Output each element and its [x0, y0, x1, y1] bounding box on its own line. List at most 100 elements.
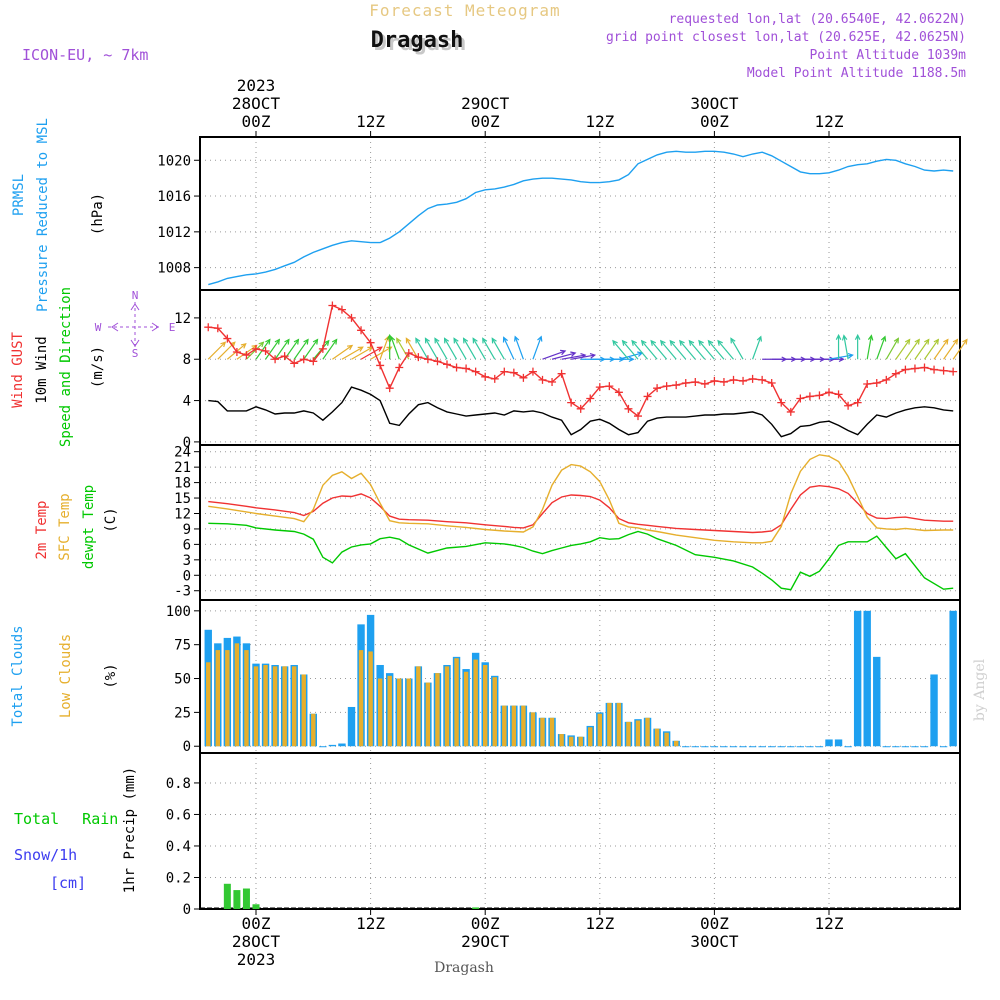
low-cloud-bar [492, 677, 497, 747]
bottom-time-label: 2023 [237, 950, 276, 969]
low-cloud-bar [521, 705, 526, 747]
precip-rain-label: Total Rain [14, 810, 118, 828]
low-cloud-bar [444, 666, 450, 747]
low-cloud-bar [215, 650, 220, 747]
wind-arrow-shaft [482, 338, 496, 360]
wind-gust-marker [758, 375, 767, 384]
panel-frame [199, 752, 961, 910]
wind-arrow-shaft [293, 339, 309, 360]
wind-gust-marker [825, 388, 833, 397]
header-location-title: Dragash [371, 28, 464, 53]
wind-arrow [943, 338, 959, 360]
wind-gust-marker [901, 365, 910, 374]
wind-speed-line [208, 386, 954, 438]
wind-arrow-head [258, 341, 265, 348]
temp-2m-label: 2m Temp [34, 500, 50, 559]
wind-arrow-head [880, 335, 887, 342]
wind-gust-marker [748, 374, 757, 383]
low-cloud-bar [416, 666, 421, 747]
low-cloud-bar [425, 682, 431, 747]
wind-gust-marker [261, 346, 270, 355]
wind-arrow [730, 337, 744, 360]
y-tick-label: 1020 [157, 153, 191, 169]
top-time-label: 12Z [815, 112, 844, 131]
pressure-series-line [208, 150, 954, 286]
bottom-time-label: 12Z [356, 914, 385, 933]
wind-arrow-shaft [453, 338, 467, 360]
wind-arrow-head [835, 333, 842, 340]
low-cloud-bar [206, 662, 211, 747]
wind-arrow [341, 346, 364, 360]
wind-arrow-head [914, 338, 920, 345]
y-tick-label: 12 [174, 506, 191, 522]
wind-arrow [650, 339, 668, 360]
rain-bar [223, 883, 231, 909]
wind-gust-marker [500, 367, 509, 376]
wind-arrow-head [229, 341, 236, 348]
wind-arrow-shaft [717, 340, 734, 360]
temp-dewpt-label: dewpt Temp [81, 485, 97, 569]
y-tick-label: 15 [174, 491, 191, 507]
wind-arrow [462, 337, 477, 360]
wind-gust-marker [576, 404, 585, 413]
low-cloud-bar [263, 664, 268, 747]
y-tick-label: -3 [174, 584, 191, 600]
wind-gust-marker [710, 376, 719, 385]
wind-arrow [717, 339, 734, 360]
wind-gust-marker [271, 355, 280, 364]
wind-arrow [246, 341, 265, 360]
wind-arrow-head [621, 339, 628, 346]
wind-arrow-shaft [828, 354, 853, 360]
header-model-name: ICON-EU, ~ 7km [22, 46, 148, 64]
y-tick-label: 18 [174, 476, 191, 492]
wind-gust-marker [337, 305, 346, 314]
header-location-shadow: Dragash [374, 31, 467, 56]
wind-arrow [688, 339, 706, 360]
compass-north-label: N [132, 289, 139, 302]
clouds-total-label: Total Clouds [10, 625, 26, 726]
wind-gust-marker [681, 379, 690, 387]
wind-arrow-head [669, 339, 676, 346]
wind-arrow [866, 334, 874, 360]
wind-arrow [698, 339, 715, 360]
wind-arrow-head [502, 336, 508, 343]
wind-gust-marker [385, 384, 394, 393]
wind-gust-marker [242, 351, 251, 360]
compass-north-arrow [130, 303, 140, 311]
low-cloud-bar [282, 666, 287, 747]
wind-arrow [332, 344, 354, 360]
top-time-label: 12Z [356, 112, 385, 131]
wind-gust-marker [796, 394, 805, 403]
low-cloud-bar [463, 671, 469, 747]
low-cloud-bar [397, 678, 402, 747]
wind-arrow-shaft [434, 338, 448, 360]
wind-10m-label: 10m Wind [34, 336, 50, 403]
clouds-low-label: Low Clouds [58, 634, 74, 718]
wind-arrow-shaft [303, 339, 319, 360]
wind-arrow [933, 338, 949, 360]
total-cloud-bar [873, 656, 881, 747]
wind-arrow-head [924, 338, 930, 345]
low-cloud-bar [377, 678, 383, 747]
clouds-unit-label: (%) [103, 663, 119, 688]
wind-gust-marker [815, 391, 824, 400]
wind-gust-marker [930, 365, 939, 374]
wind-arrow-head [491, 337, 497, 344]
total-cloud-bar [834, 739, 843, 747]
y-tick-label: 8 [183, 352, 191, 368]
wind-arrow-shaft [866, 335, 872, 360]
low-cloud-bar [616, 702, 622, 747]
wind-gust-marker [691, 377, 700, 386]
wind-arrow-head [443, 337, 450, 344]
wind-gust-marker [662, 382, 671, 391]
wind-unit-label: (m/s) [90, 346, 106, 388]
wind-arrow-head [415, 337, 421, 344]
bottom-time-label: 30OCT [690, 932, 739, 951]
wind-gust-marker [433, 357, 442, 366]
low-cloud-bar [607, 702, 612, 747]
wind-arrow [885, 337, 899, 360]
low-cloud-bar [234, 643, 240, 747]
wind-arrow-shaft [612, 340, 629, 360]
wind-gust-marker [614, 388, 623, 397]
wind-arrow-head [405, 337, 411, 344]
